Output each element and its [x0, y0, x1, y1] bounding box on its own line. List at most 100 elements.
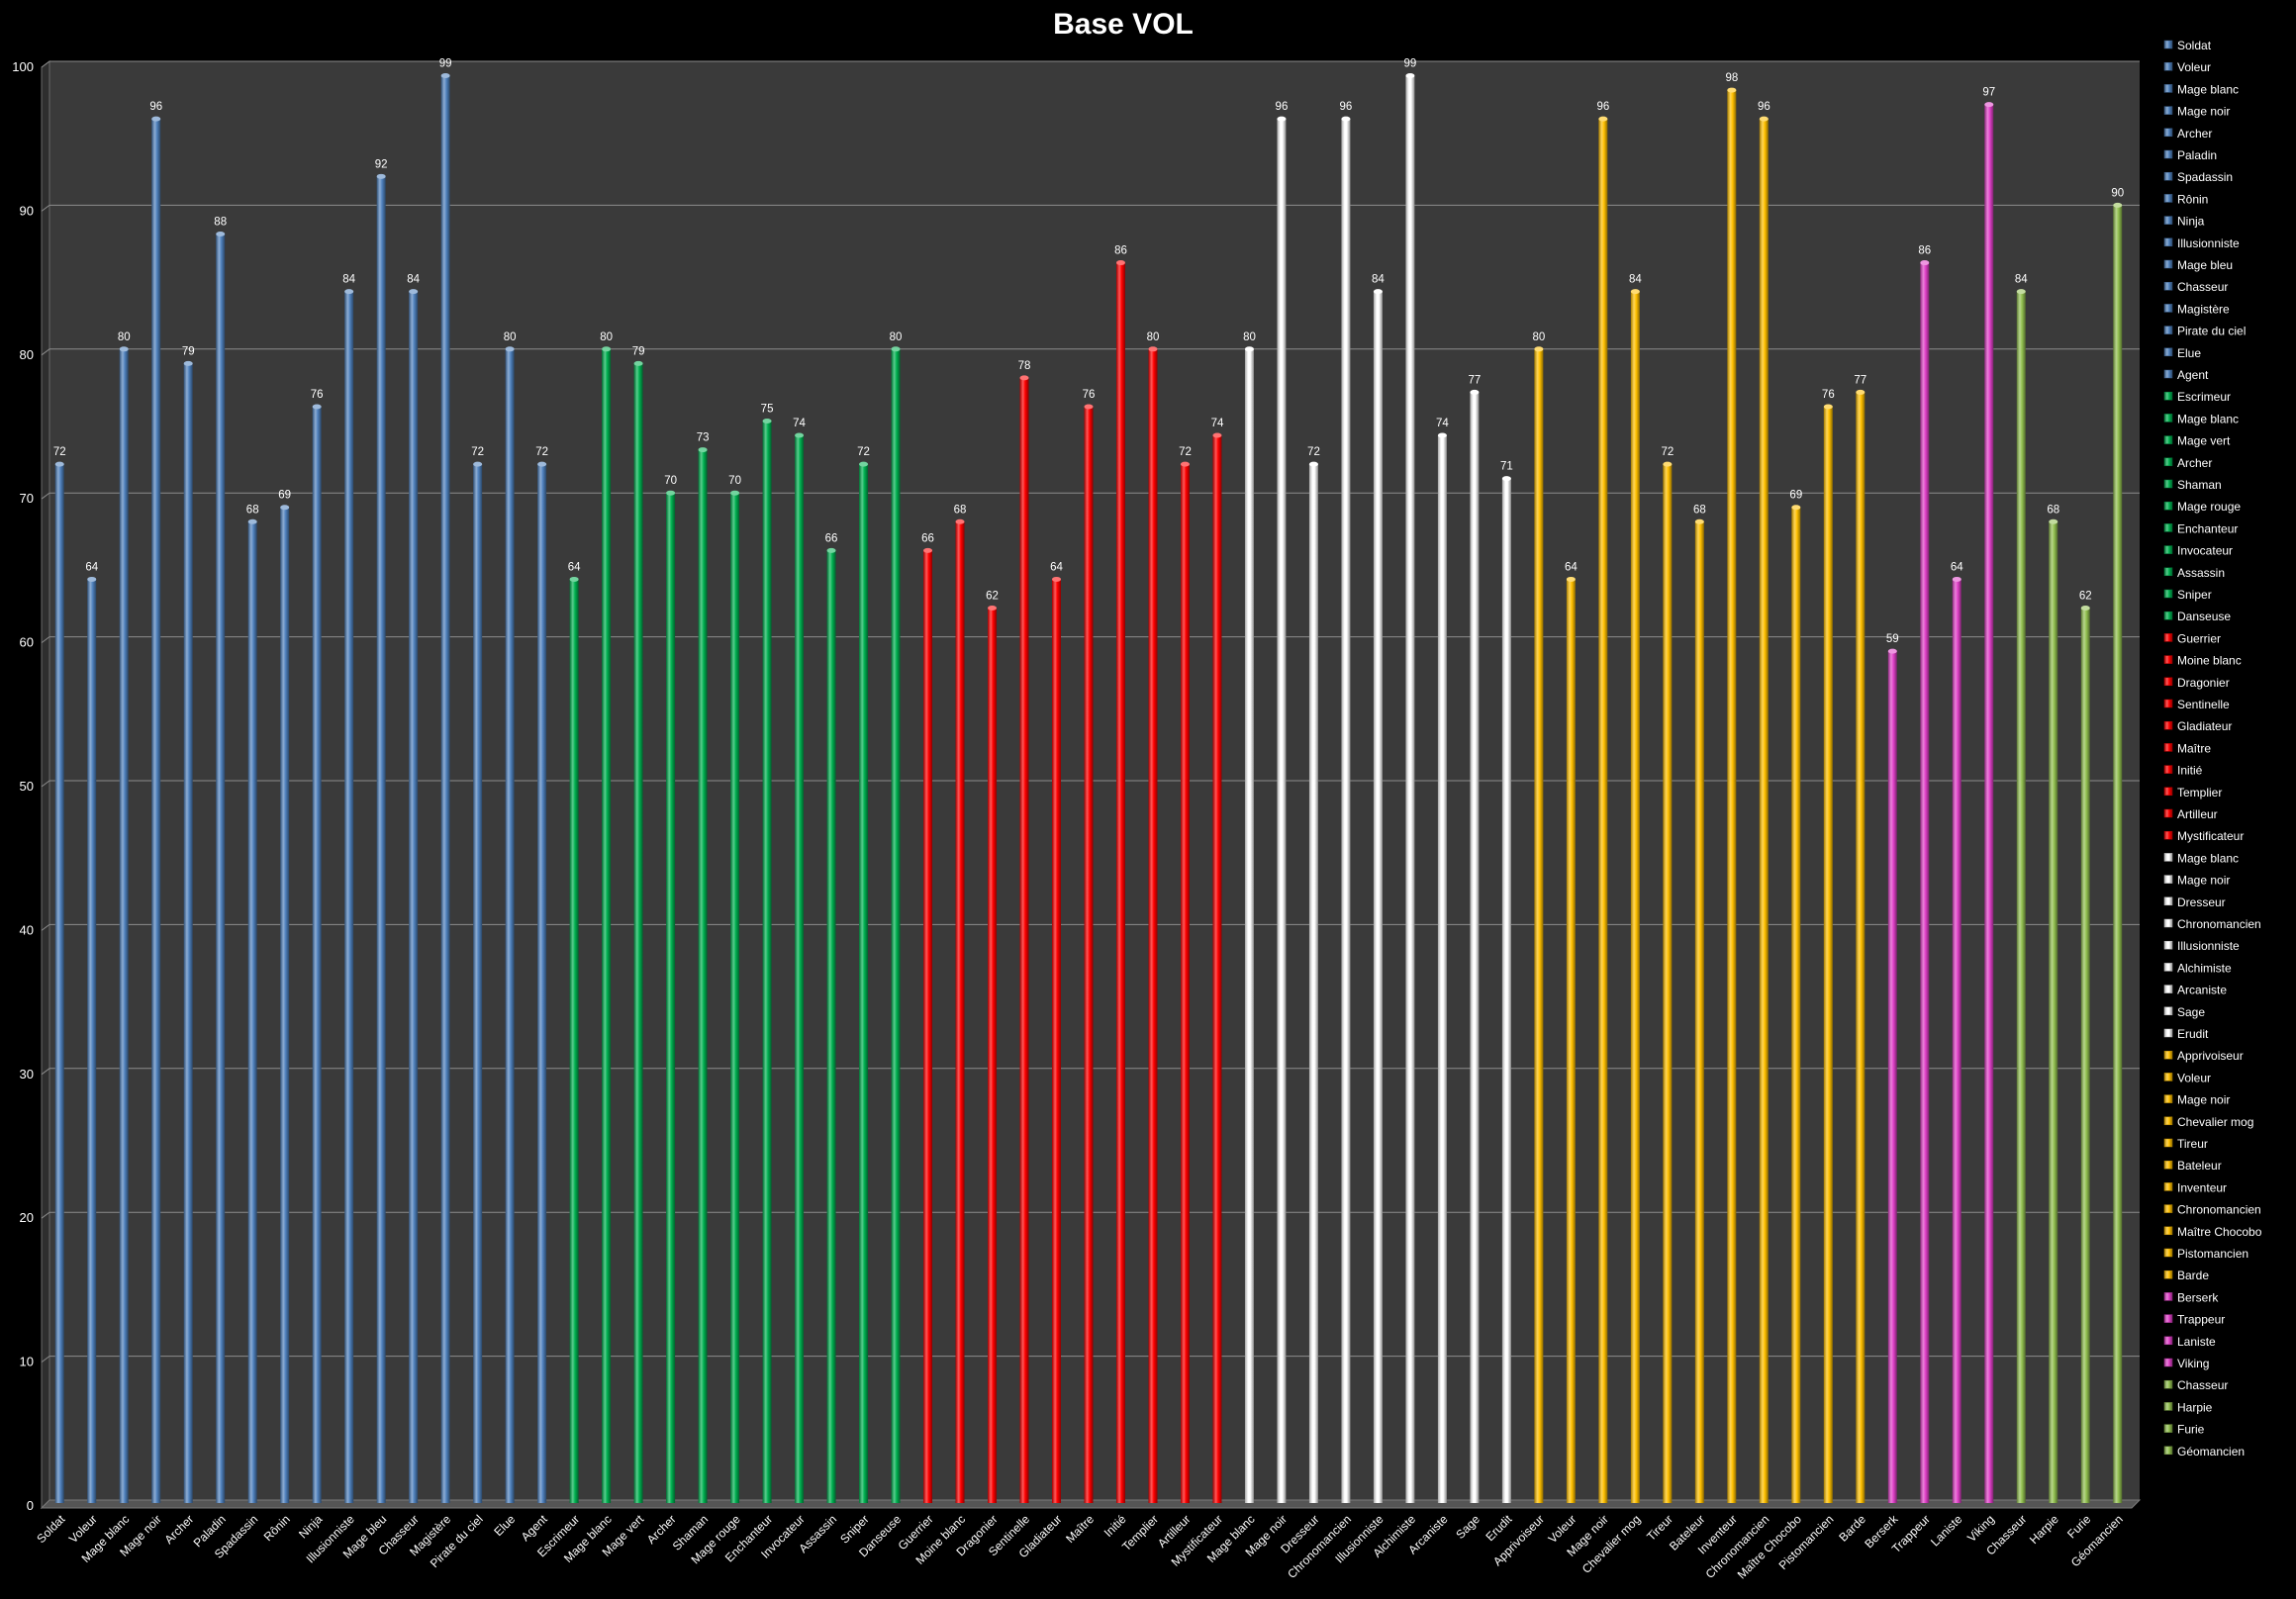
legend-swatch	[2163, 1094, 2173, 1103]
data-label: 79	[632, 345, 645, 357]
legend-label: Chevalier mog	[2177, 1115, 2253, 1129]
legend-entry: Furie	[2163, 1423, 2205, 1437]
legend-entry: Maître	[2163, 741, 2211, 755]
legend-swatch	[2163, 1116, 2173, 1126]
legend-entry: Moine blanc	[2163, 654, 2242, 668]
data-label: 75	[761, 404, 774, 416]
legend-entry: Sage	[2163, 1005, 2205, 1019]
legend-swatch	[2163, 194, 2173, 203]
legend-entry: Laniste	[2163, 1335, 2216, 1349]
data-label: 98	[1725, 72, 1738, 84]
legend-label: Rônin	[2177, 192, 2208, 206]
legend-swatch	[2163, 720, 2173, 730]
legend-label: Illusionniste	[2177, 939, 2240, 953]
legend-entry: Danseuse	[2163, 610, 2231, 623]
bar	[2113, 202, 2123, 1503]
bar	[312, 404, 322, 1504]
bar	[859, 461, 869, 1503]
legend-entry: Maître Chocobo	[2163, 1225, 2262, 1239]
legend-label: Sentinelle	[2177, 698, 2230, 711]
legend-entry: Trappeur	[2163, 1313, 2225, 1327]
legend-label: Maître	[2177, 741, 2211, 755]
legend-label: Mage noir	[2177, 1093, 2230, 1107]
y-tick-label: 100	[12, 59, 34, 74]
bar	[1084, 404, 1094, 1504]
legend-swatch	[2163, 655, 2173, 664]
bar	[923, 547, 933, 1503]
bar	[1341, 116, 1351, 1503]
y-tick-label: 70	[20, 491, 34, 506]
y-axis-ticks: 0 10 20 30 40 50 60 70 80 90 100	[12, 59, 34, 1513]
y-tick-label: 80	[20, 347, 34, 362]
legend-swatch	[2163, 1182, 2173, 1191]
legend-swatch	[2163, 237, 2173, 247]
data-label: 92	[375, 158, 388, 170]
legend-swatch	[2163, 918, 2173, 928]
data-label: 70	[664, 475, 677, 487]
legend-entry: Chronomancien	[2163, 1203, 2261, 1217]
legend-swatch	[2163, 84, 2173, 93]
legend-label: Trappeur	[2177, 1313, 2225, 1327]
data-label: 79	[182, 345, 195, 357]
legend-entry: Mage rouge	[2163, 500, 2241, 514]
data-label: 64	[85, 561, 98, 573]
gridline	[41, 348, 2140, 356]
y-tick-label: 0	[27, 1498, 34, 1513]
legend-swatch	[2163, 1160, 2173, 1170]
data-label: 97	[1982, 87, 1995, 99]
legend-label: Archer	[2177, 456, 2212, 470]
legend-swatch	[2163, 743, 2173, 752]
legend-swatch	[2163, 787, 2173, 797]
data-label: 84	[1372, 274, 1385, 286]
data-label: 96	[1758, 101, 1770, 113]
legend-swatch	[2163, 1292, 2173, 1301]
bar	[1856, 389, 1866, 1503]
bar	[1534, 346, 1544, 1503]
legend-entry: Dragonier	[2163, 676, 2230, 690]
bar	[1920, 260, 1930, 1503]
legend-swatch	[2163, 61, 2173, 71]
legend-swatch	[2163, 1424, 2173, 1433]
data-label: 86	[1918, 245, 1931, 257]
legend-entry: Paladin	[2163, 148, 2217, 162]
legend-label: Inventeur	[2177, 1180, 2227, 1194]
legend-entry: Chevalier mog	[2163, 1115, 2253, 1129]
legend-label: Chasseur	[2177, 1378, 2228, 1392]
data-label: 64	[1951, 561, 1963, 573]
legend-swatch	[2163, 567, 2173, 577]
y-tick-label: 30	[20, 1067, 34, 1082]
legend-entry: Voleur	[2163, 1071, 2211, 1084]
bar	[87, 576, 97, 1503]
y-tick-label: 60	[20, 635, 34, 650]
legend-label: Sage	[2177, 1005, 2205, 1019]
bar	[1823, 404, 1833, 1504]
legend-swatch	[2163, 1446, 2173, 1456]
legend-entry: Illusionniste	[2163, 939, 2240, 953]
legend-entry: Invocateur	[2163, 544, 2233, 558]
legend-entry: Mage noir	[2163, 1093, 2230, 1107]
y-tick-label: 20	[20, 1210, 34, 1225]
bar	[1052, 576, 1062, 1503]
bar	[1887, 648, 1897, 1503]
data-labels: 72 64 80 96 79 88 68 69 76 84 92 84 99 72 80 72 64 80 79 70…	[53, 58, 2124, 646]
legend-label: Apprivoiseur	[2177, 1049, 2244, 1063]
data-label: 99	[439, 58, 452, 70]
legend-swatch	[2163, 985, 2173, 993]
legend-label: Sniper	[2177, 588, 2212, 602]
gridline	[41, 204, 2140, 212]
y-tick-label: 10	[20, 1355, 34, 1369]
bar	[633, 360, 643, 1504]
legend-swatch	[2163, 391, 2173, 401]
legend-swatch	[2163, 216, 2173, 225]
data-label: 72	[1661, 446, 1674, 458]
legend-label: Berserk	[2177, 1290, 2219, 1304]
legend-swatch	[2163, 369, 2173, 379]
legend-swatch	[2163, 1336, 2173, 1346]
legend-swatch	[2163, 589, 2173, 599]
data-label: 74	[793, 418, 806, 429]
legend-entry: Rônin	[2163, 192, 2208, 206]
bar	[376, 173, 386, 1503]
legend-swatch	[2163, 479, 2173, 489]
bar	[1244, 346, 1254, 1503]
legend-entry: Sniper	[2163, 588, 2212, 602]
